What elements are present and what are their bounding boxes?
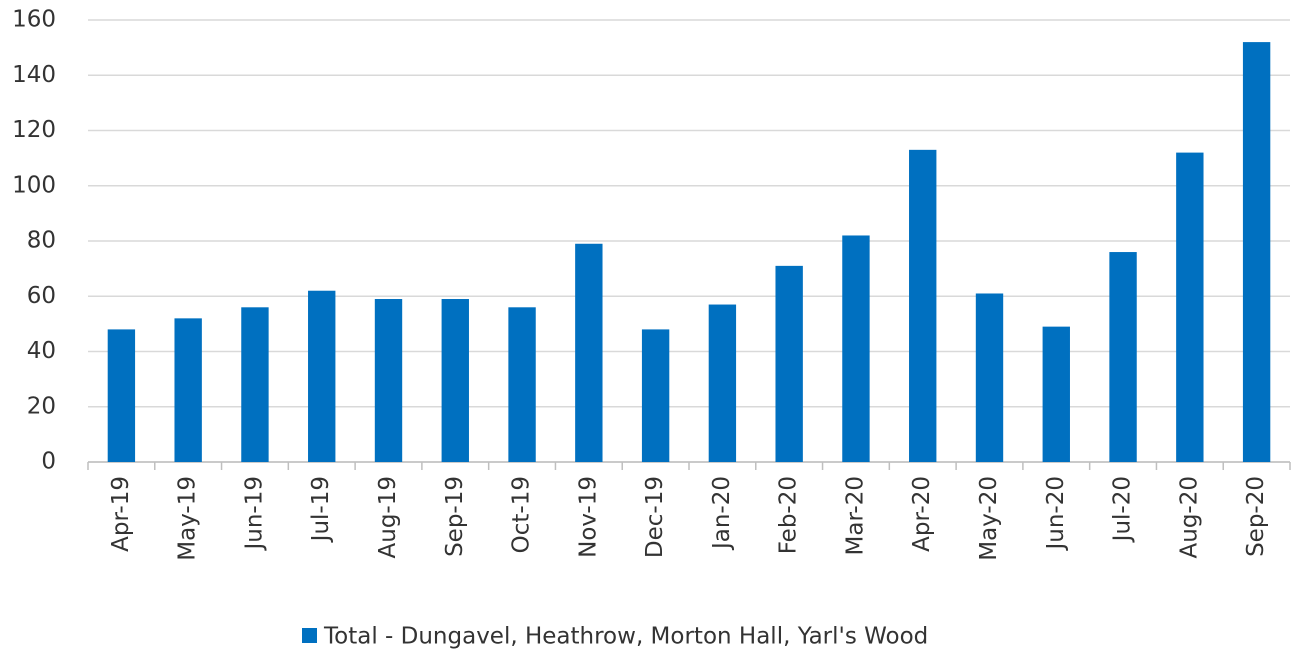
y-tick-label: 0 xyxy=(41,449,56,475)
x-tick-label: Nov-19 xyxy=(575,476,601,558)
x-tick-label: Jul-20 xyxy=(1110,476,1136,543)
y-tick-label: 80 xyxy=(27,228,56,254)
bar xyxy=(107,329,136,462)
bar xyxy=(174,318,202,462)
x-tick-label: May-20 xyxy=(976,476,1002,561)
y-tick-label: 40 xyxy=(27,338,56,364)
y-tick-label: 160 xyxy=(12,7,56,33)
x-tick-label: Sep-19 xyxy=(442,476,468,557)
bar xyxy=(241,307,269,462)
bar xyxy=(508,307,536,462)
bar xyxy=(909,149,937,462)
y-tick-label: 60 xyxy=(27,283,56,309)
x-tick-label: Dec-19 xyxy=(642,476,668,558)
bar xyxy=(374,299,403,462)
bar xyxy=(1242,42,1271,462)
y-tick-label: 140 xyxy=(12,62,56,88)
bar xyxy=(1109,252,1137,462)
x-tick-label: Aug-20 xyxy=(1176,476,1202,558)
bar xyxy=(975,293,1004,462)
legend-label: Total - Dungavel, Heathrow, Morton Hall,… xyxy=(323,624,928,650)
y-tick-label: 120 xyxy=(12,117,56,143)
x-tick-label: Feb-20 xyxy=(776,476,802,554)
y-tick-label: 20 xyxy=(27,393,56,419)
bar xyxy=(641,329,670,462)
x-tick-label: Jan-20 xyxy=(709,476,735,551)
x-tick-label: Apr-19 xyxy=(108,476,134,552)
x-tick-label: Oct-19 xyxy=(509,476,535,553)
bar xyxy=(308,290,336,462)
x-tick-label: Jul-19 xyxy=(308,476,334,543)
bar xyxy=(775,265,803,462)
x-tick-label: Apr-20 xyxy=(909,476,935,552)
bar xyxy=(441,299,469,462)
x-tick-label: Sep-20 xyxy=(1243,476,1269,557)
y-tick-label: 100 xyxy=(12,172,56,198)
x-tick-label: Jun-20 xyxy=(1043,476,1069,552)
bar xyxy=(1176,152,1204,462)
legend-swatch xyxy=(302,628,317,643)
x-tick-label: Aug-19 xyxy=(375,476,401,558)
x-tick-label: Mar-20 xyxy=(842,476,868,556)
x-tick-label: May-19 xyxy=(175,476,201,561)
x-tick-label: Jun-19 xyxy=(241,476,267,552)
bar xyxy=(842,235,870,462)
bar xyxy=(1042,326,1070,462)
bar xyxy=(575,243,603,462)
bar xyxy=(708,304,737,462)
